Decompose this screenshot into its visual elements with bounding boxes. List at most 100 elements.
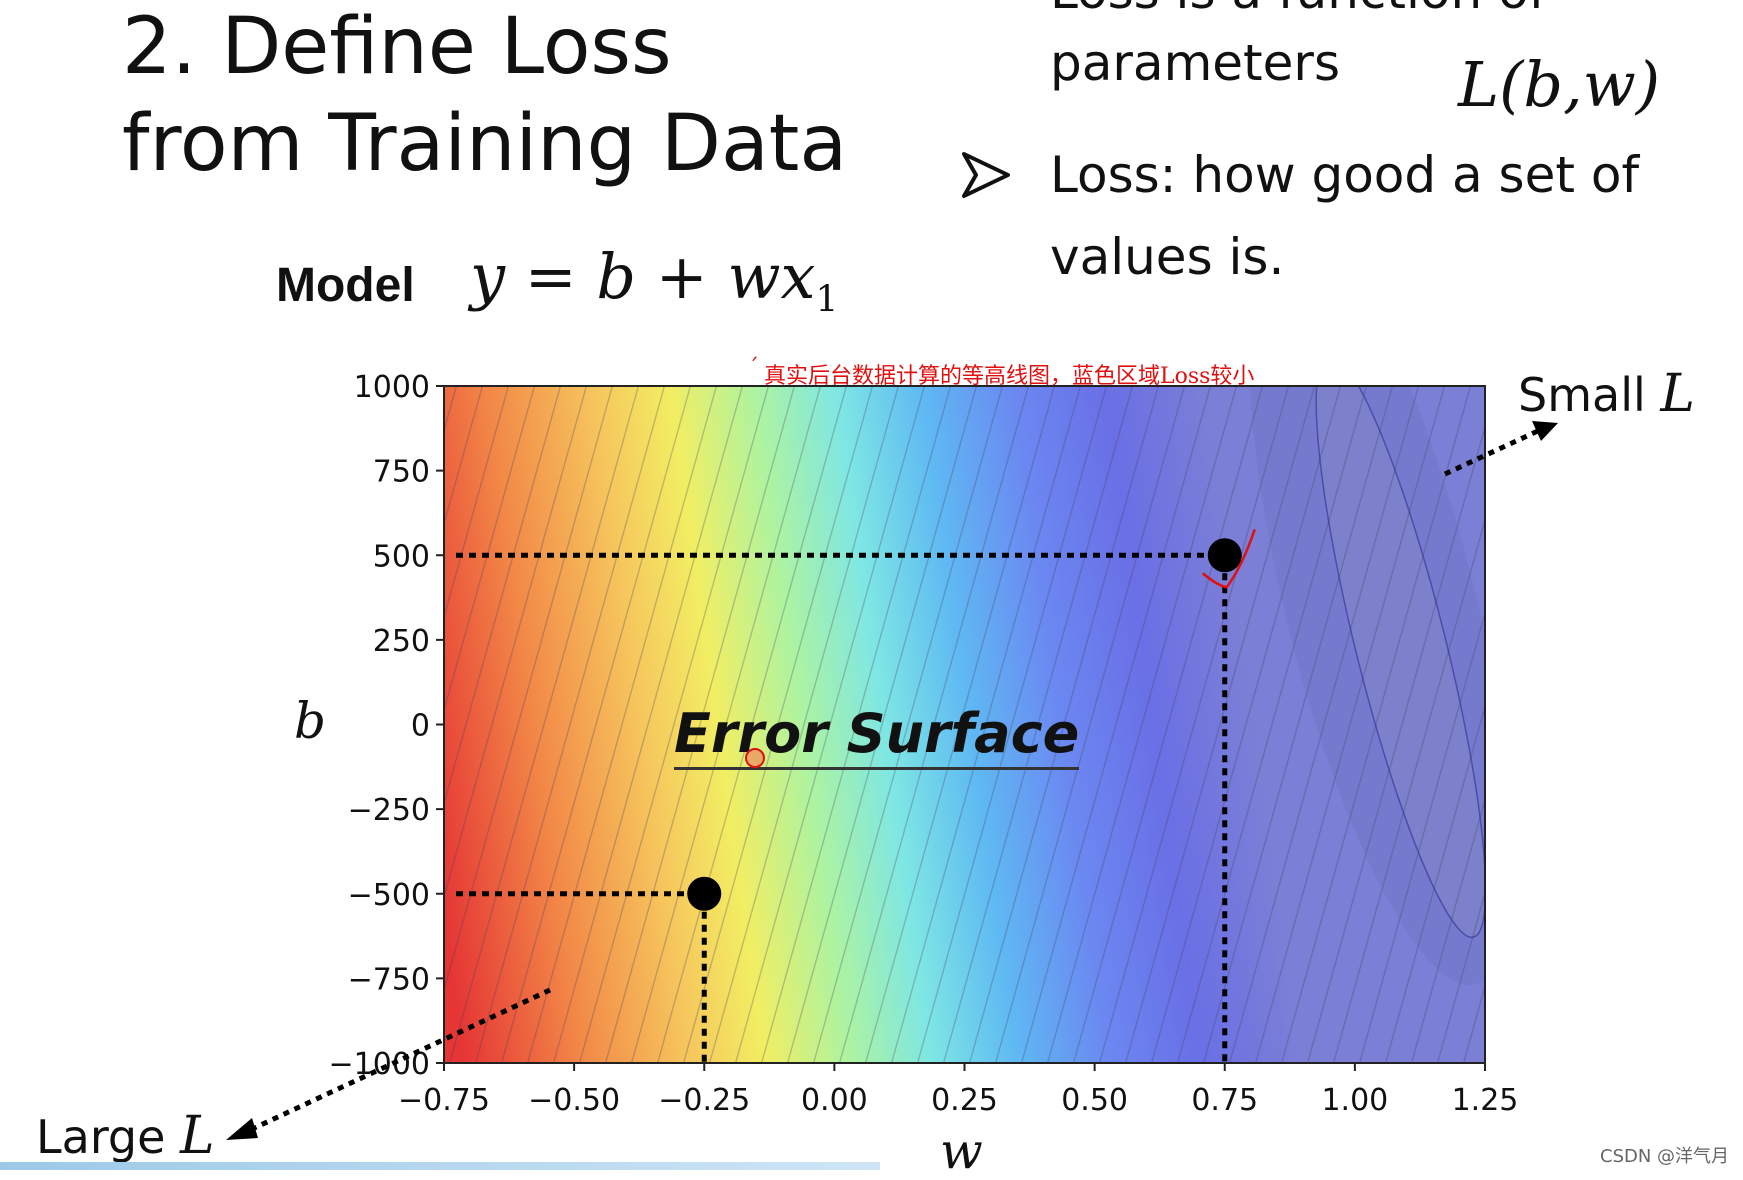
contour-line (1176, 386, 1368, 1063)
bullet-parameters: parameters (1050, 34, 1341, 92)
contour-line (1020, 386, 1212, 1063)
contour-line (1510, 366, 1710, 1083)
contour-line (2, 366, 202, 1083)
contour-line (552, 386, 744, 1063)
data-point (1207, 538, 1242, 573)
contour-line (1436, 890, 1485, 1063)
contour-line (444, 386, 510, 620)
contour-line (734, 386, 926, 1063)
contour-line (444, 386, 562, 806)
x-tick-label: −0.75 (398, 1083, 490, 1118)
contour-line (786, 386, 978, 1063)
bullet-values-is: values is. (1050, 228, 1285, 286)
contour-line (80, 366, 280, 1083)
contour-line (1410, 797, 1485, 1063)
csdn-watermark: CSDN @洋气月 (1600, 1146, 1730, 1167)
annotation-mark: ˊ (748, 356, 759, 381)
contour-line (838, 386, 1030, 1063)
bullet-loss-how-good: Loss: how good a set of (1050, 146, 1640, 204)
contour-line (864, 386, 1056, 1063)
large-l-arrowhead-icon (226, 1118, 258, 1140)
contour-line (1462, 983, 1485, 1063)
contour-line (444, 386, 484, 527)
data-point (687, 876, 722, 911)
contour-line (1124, 386, 1316, 1063)
contour-line (1536, 366, 1736, 1083)
contour-line (0, 366, 72, 1083)
annotation-cn: 真实后台数据计算的等高线图，蓝色区域Loss较小 (764, 364, 1255, 389)
contour-line (968, 386, 1160, 1063)
contour-line (54, 366, 254, 1083)
contour-line (708, 386, 900, 1063)
y-tick-label: −500 (348, 878, 430, 913)
contour-line (916, 386, 1108, 1063)
contour-line (448, 386, 640, 1063)
x-tick-label: 0.50 (1061, 1083, 1128, 1118)
contour-line (1692, 366, 1743, 1083)
contour-line (578, 386, 770, 1063)
contour-line (1228, 386, 1420, 1063)
y-tick-label: 750 (373, 455, 430, 490)
small-l-symbol: L (1660, 364, 1695, 424)
bullet-loss-function-partial: Loss is a function of (1050, 0, 1546, 16)
x-tick-label: 0.75 (1191, 1083, 1258, 1118)
small-l-arrow-line (1443, 427, 1542, 477)
contour-line (158, 366, 358, 1083)
contour-line (1202, 386, 1394, 1063)
y-tick-label: 1000 (354, 370, 430, 405)
contour-line (1072, 386, 1264, 1063)
x-tick-label: −0.25 (658, 1083, 750, 1118)
model-formula-subscript: 1 (815, 279, 839, 321)
contour-line (630, 386, 822, 1063)
x-tick-label: 1.25 (1452, 1083, 1519, 1118)
red-cursor-icon (745, 748, 765, 768)
contour-line (1358, 610, 1485, 1063)
y-tick-label: 0 (411, 709, 430, 744)
y-tick-label: −1000 (329, 1047, 430, 1082)
contour-line (1640, 366, 1743, 1083)
x-tick-label: −0.50 (528, 1083, 620, 1118)
contour-line (0, 366, 150, 1083)
error-surface-label: Error Surface (674, 702, 1080, 770)
arrowhead-bullet-icon (962, 152, 1010, 198)
contour-line (656, 386, 848, 1063)
loss-formula: L(b,w) (1458, 48, 1661, 121)
model-formula-main: y = b + wx (470, 240, 816, 313)
contour-line (682, 386, 874, 1063)
contour-line (28, 366, 228, 1083)
red-check-icon (1201, 528, 1256, 589)
x-tick-label: 1.00 (1321, 1083, 1388, 1118)
contour-line (444, 386, 588, 900)
slide-title-line2: from Training Data (122, 99, 848, 189)
contour-line (1614, 366, 1743, 1083)
y-tick-label: 500 (373, 539, 430, 574)
small-label-text: Small (1518, 368, 1646, 422)
x-tick-label: 0.25 (931, 1083, 998, 1118)
contour-line (1046, 386, 1238, 1063)
contour-line (0, 366, 124, 1083)
contour-line (1254, 386, 1446, 1063)
y-tick-label: −750 (348, 962, 430, 997)
contour-line (812, 386, 1004, 1063)
contour-line (942, 386, 1134, 1063)
large-label-text: Large (36, 1110, 166, 1164)
y-tick-label: −250 (348, 793, 430, 828)
small-l-label: Small L (1518, 364, 1695, 424)
model-label: Model (276, 259, 415, 312)
contour-line (106, 366, 306, 1083)
contour-line (1098, 386, 1290, 1063)
contour-line (1384, 703, 1485, 1063)
minimum-contour (1315, 386, 1485, 939)
contour-line (0, 366, 46, 1083)
small-l-arrowhead-icon (1532, 421, 1558, 441)
model-formula: y = b + wx1 (470, 240, 838, 320)
contour-line (1718, 366, 1743, 1083)
contour-line (994, 386, 1186, 1063)
large-l-symbol: L (180, 1106, 215, 1166)
contour-line (1332, 517, 1485, 1063)
contour-line (604, 386, 796, 1063)
slide-title-line1: 2. Define Loss (122, 2, 672, 92)
contour-line (444, 386, 536, 713)
y-axis-label: b (294, 692, 327, 750)
